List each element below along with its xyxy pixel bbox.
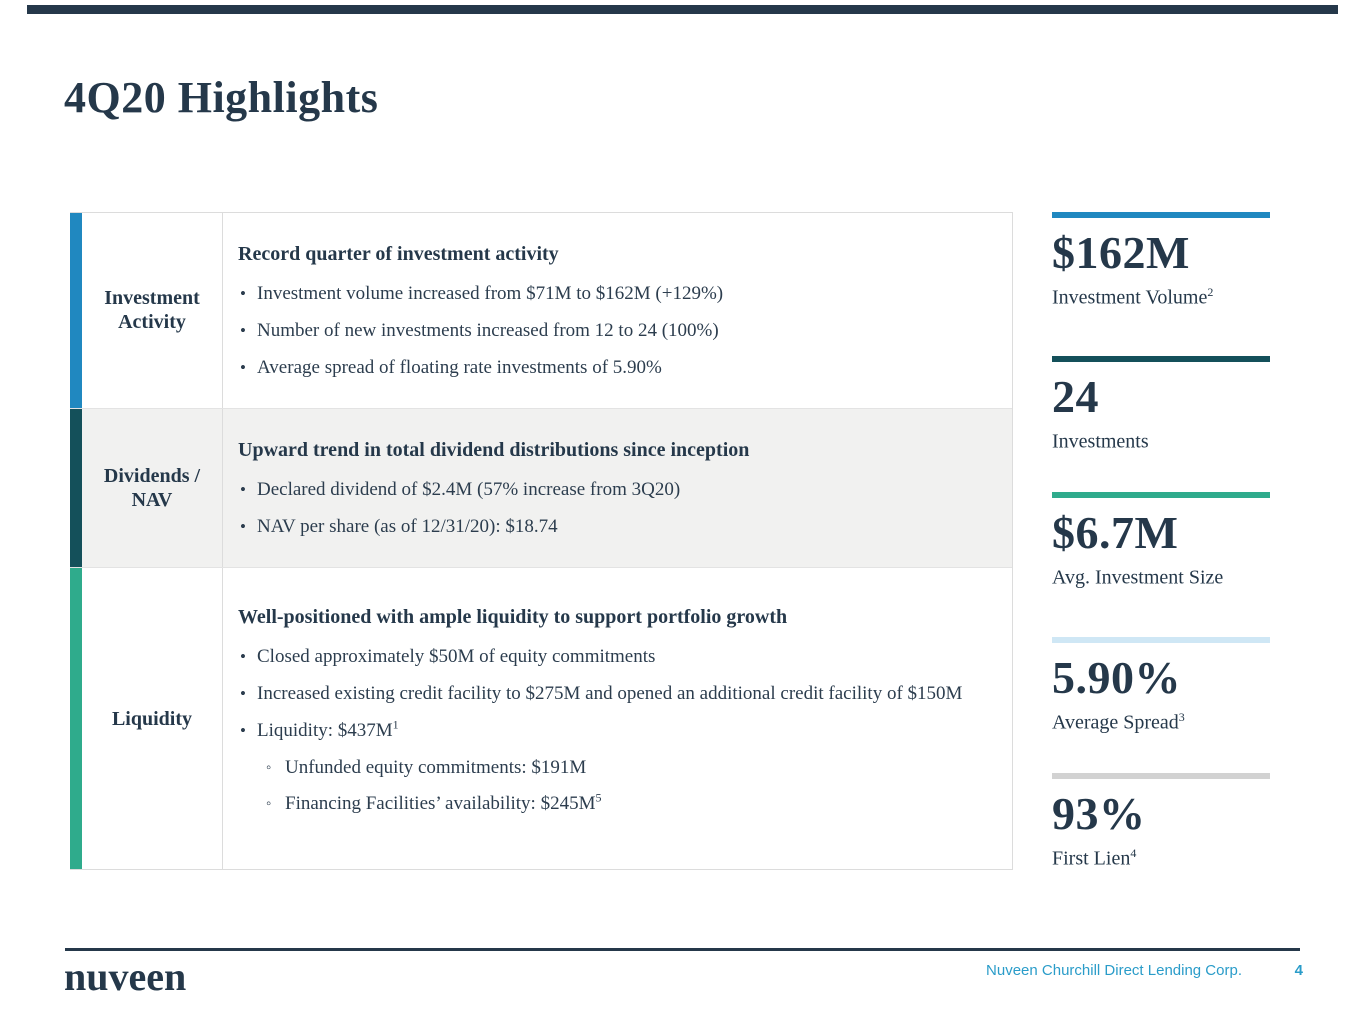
stat-accent-bar — [1052, 492, 1270, 498]
stat-label: Investments — [1052, 430, 1149, 453]
row-content: Well-positioned with ample liquidity to … — [223, 568, 1012, 869]
stat-accent-bar — [1052, 637, 1270, 643]
stat-accent-bar — [1052, 356, 1270, 362]
row-accent-bar-teal — [70, 408, 82, 568]
bullet-list: Investment volume increased from $71M to… — [238, 281, 992, 380]
row-heading: Upward trend in total dividend distribut… — [238, 438, 750, 461]
row-content: Record quarter of investment activity In… — [223, 213, 1012, 408]
stat-average-spread: 5.90% Average Spread3 — [1052, 637, 1270, 735]
stat-accent-bar — [1052, 212, 1270, 218]
stat-investment-volume: $162M Investment Volume2 — [1052, 212, 1270, 310]
table-row-dividends-nav: Dividends / NAV Upward trend in total di… — [70, 408, 1012, 569]
table-row-liquidity: Liquidity Well-positioned with ample liq… — [70, 568, 1012, 869]
sub-bullet-item: Financing Facilities’ availability: $245… — [238, 791, 992, 817]
footer-company-name: Nuveen Churchill Direct Lending Corp. — [986, 962, 1242, 979]
row-label: Dividends / NAV — [82, 408, 223, 568]
bullet-item: Increased existing credit facility to $2… — [238, 681, 967, 706]
footer-divider — [65, 948, 1300, 951]
row-content: Upward trend in total dividend distribut… — [223, 409, 1012, 568]
stat-label: Avg. Investment Size — [1052, 566, 1224, 589]
bullet-list: Declared dividend of $2.4M (57% increase… — [238, 477, 992, 539]
bullet-item: NAV per share (as of 12/31/20): $18.74 — [238, 514, 967, 539]
stat-first-lien: 93% First Lien4 — [1052, 773, 1270, 871]
highlights-table: Investment Activity Record quarter of in… — [70, 212, 1013, 870]
stat-label: First Lien4 — [1052, 846, 1137, 870]
top-accent-bar — [27, 5, 1338, 14]
row-label: Investment Activity — [82, 213, 223, 408]
row-accent-bar-blue — [70, 213, 82, 408]
stat-avg-investment-size: $6.7M Avg. Investment Size — [1052, 492, 1270, 590]
bullet-list: Closed approximately $50M of equity comm… — [238, 644, 992, 817]
stat-label: Average Spread3 — [1052, 710, 1185, 734]
bullet-item: Investment volume increased from $71M to… — [238, 281, 967, 306]
stat-value: 5.90% — [1052, 652, 1181, 703]
stat-value: $162M — [1052, 227, 1190, 278]
stat-investments-count: 24 Investments — [1052, 356, 1270, 454]
bullet-item: Closed approximately $50M of equity comm… — [238, 644, 967, 669]
nuveen-logo: nuveen — [64, 954, 187, 999]
footer-page-number: 4 — [1294, 962, 1303, 979]
row-accent-bar-green — [70, 568, 82, 869]
bullet-item: Liquidity: $437M1 — [238, 718, 967, 743]
row-heading: Record quarter of investment activity — [238, 243, 559, 265]
bullet-item: Declared dividend of $2.4M (57% increase… — [238, 477, 967, 502]
stat-value: 93% — [1052, 788, 1146, 839]
table-row-investment-activity: Investment Activity Record quarter of in… — [70, 213, 1012, 409]
bullet-item: Average spread of floating rate investme… — [238, 355, 967, 380]
stat-label: Investment Volume2 — [1052, 285, 1214, 309]
sub-bullet-item: Unfunded equity commitments: $191M — [238, 755, 992, 781]
row-label: Liquidity — [82, 568, 223, 869]
stat-accent-bar — [1052, 773, 1270, 779]
stat-value: 24 — [1052, 371, 1099, 422]
bullet-item: Number of new investments increased from… — [238, 318, 967, 343]
stat-value: $6.7M — [1052, 507, 1179, 558]
page-title: 4Q20 Highlights — [64, 73, 379, 122]
row-heading: Well-positioned with ample liquidity to … — [238, 606, 788, 629]
